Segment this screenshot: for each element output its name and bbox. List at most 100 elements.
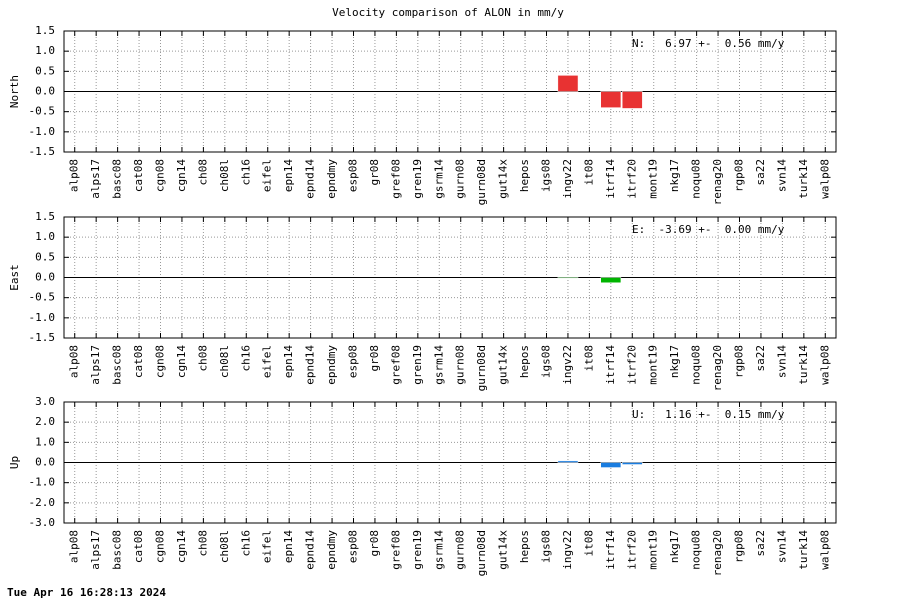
x-tick-label: esp08 <box>347 530 360 563</box>
x-tick-label: mont19 <box>647 159 660 199</box>
y-tick-label: 1.5 <box>35 210 55 223</box>
x-tick-label: cgn14 <box>175 345 188 378</box>
x-tick-label: epnd14 <box>304 345 317 385</box>
x-tick-label: mont19 <box>647 345 660 385</box>
x-tick-label: gren19 <box>411 345 424 385</box>
y-tick-label: 0.0 <box>35 456 55 469</box>
y-tick-label: 2.0 <box>35 415 55 428</box>
x-tick-label: nkg17 <box>668 530 681 563</box>
x-tick-label: sa22 <box>754 345 767 372</box>
x-tick-label: rgp08 <box>733 159 746 192</box>
x-tick-label: gref08 <box>389 345 402 385</box>
x-tick-label: it08 <box>582 159 595 186</box>
x-tick-label: gurn08 <box>454 530 467 570</box>
x-tick-label: svn14 <box>775 345 788 378</box>
y-tick-label: 1.0 <box>35 435 55 448</box>
x-tick-label: ch08 <box>196 530 209 557</box>
x-tick-label: ch08l <box>218 159 231 192</box>
x-tick-label: eifel <box>261 159 274 192</box>
x-tick-label: epndmy <box>325 159 338 199</box>
x-tick-label: cgn08 <box>154 345 167 378</box>
y-tick-label: -1.0 <box>29 125 56 138</box>
x-tick-label: epn14 <box>282 345 295 378</box>
x-tick-label: cat08 <box>132 159 145 192</box>
y-tick-label: -1.0 <box>29 311 56 324</box>
x-tick-label: gurn08d <box>475 345 488 391</box>
x-tick-label: gsrm14 <box>432 530 445 570</box>
x-tick-label: gut14x <box>497 530 510 570</box>
x-tick-label: cgn14 <box>175 159 188 192</box>
x-tick-label: sa22 <box>754 159 767 186</box>
x-tick-label: noqu08 <box>690 345 703 385</box>
x-tick-label: epn14 <box>282 159 295 192</box>
x-tick-label: cat08 <box>132 530 145 563</box>
x-tick-label: ch16 <box>239 530 252 557</box>
bar <box>600 462 622 468</box>
x-tick-label: svn14 <box>775 530 788 563</box>
x-tick-label: alps17 <box>89 530 102 570</box>
y-tick-label: -0.5 <box>29 105 56 118</box>
x-tick-label: ch08 <box>196 345 209 372</box>
timestamp: Tue Apr 16 16:28:13 2024 <box>7 586 166 599</box>
x-tick-label: ingv22 <box>561 530 574 570</box>
x-tick-label: cat08 <box>132 345 145 378</box>
y-tick-label: 1.0 <box>35 44 55 57</box>
plot-frame <box>63 401 837 524</box>
x-tick-label: hepos <box>518 530 531 563</box>
x-tick-label: walp08 <box>818 159 831 199</box>
x-tick-label: basc08 <box>111 530 124 570</box>
x-tick-label: gref08 <box>389 159 402 199</box>
x-tick-label: epndmy <box>325 345 338 385</box>
bar <box>600 277 622 283</box>
x-tick-label: gr08 <box>368 345 381 372</box>
x-tick-label: alps17 <box>89 345 102 385</box>
x-tick-label: ch08 <box>196 159 209 186</box>
x-tick-label: gsrm14 <box>432 345 445 385</box>
x-tick-label: itrf20 <box>625 159 638 199</box>
plot-frame <box>63 216 837 339</box>
y-axis-label: Up <box>8 456 21 469</box>
x-tick-label: mont19 <box>647 530 660 570</box>
x-tick-label: cgn08 <box>154 159 167 192</box>
x-tick-label: rgp08 <box>733 530 746 563</box>
x-tick-label: alps17 <box>89 159 102 199</box>
x-tick-label: alp08 <box>68 530 81 563</box>
x-tick-label: hepos <box>518 159 531 192</box>
bar <box>557 75 579 92</box>
y-axis-label: North <box>8 75 21 108</box>
x-tick-label: noqu08 <box>690 530 703 570</box>
x-tick-label: gren19 <box>411 159 424 199</box>
x-tick-label: ingv22 <box>561 345 574 385</box>
x-tick-label: itrf20 <box>625 345 638 385</box>
y-tick-label: -1.5 <box>29 331 56 344</box>
x-tick-label: igs08 <box>540 530 553 563</box>
x-tick-label: eifel <box>261 345 274 378</box>
y-tick-label: 1.0 <box>35 230 55 243</box>
x-tick-label: cgn08 <box>154 530 167 563</box>
x-tick-label: gurn08d <box>475 530 488 576</box>
x-tick-label: gurn08d <box>475 159 488 205</box>
annotation: E: -3.69 +- 0.00 mm/y <box>632 223 785 236</box>
y-tick-label: -1.5 <box>29 145 56 158</box>
x-tick-label: alp08 <box>68 345 81 378</box>
y-tick-label: 3.0 <box>35 395 55 408</box>
x-tick-label: gr08 <box>368 530 381 557</box>
annotation: U: 1.16 +- 0.15 mm/y <box>632 408 785 421</box>
x-tick-label: epnd14 <box>304 530 317 570</box>
x-tick-label: ch08l <box>218 345 231 378</box>
y-tick-label: -1.0 <box>29 476 56 489</box>
x-tick-label: nkg17 <box>668 345 681 378</box>
x-tick-label: eifel <box>261 530 274 563</box>
x-tick-label: turk14 <box>797 530 810 570</box>
x-tick-label: noqu08 <box>690 159 703 199</box>
x-tick-label: esp08 <box>347 345 360 378</box>
x-tick-label: itrf14 <box>604 345 617 385</box>
y-tick-label: -2.0 <box>29 496 56 509</box>
x-tick-label: renag20 <box>711 345 724 391</box>
x-tick-label: hepos <box>518 345 531 378</box>
x-tick-label: turk14 <box>797 159 810 199</box>
chart-title: Velocity comparison of ALON in mm/y <box>332 6 564 19</box>
x-tick-label: rgp08 <box>733 345 746 378</box>
x-tick-label: esp08 <box>347 159 360 192</box>
